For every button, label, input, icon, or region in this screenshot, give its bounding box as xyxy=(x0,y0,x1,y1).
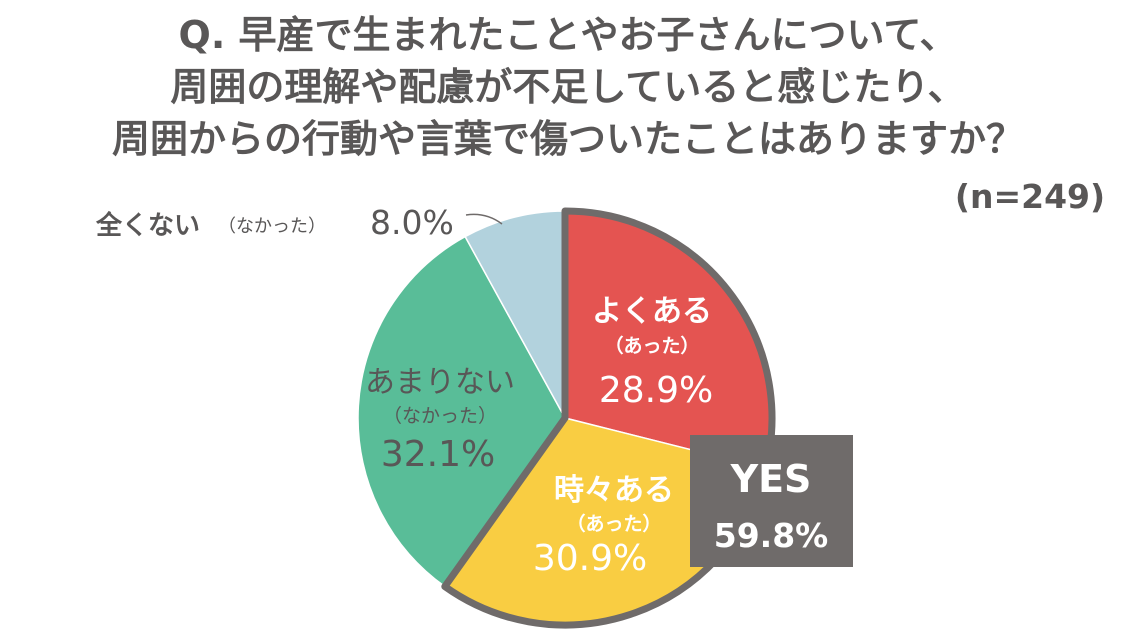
slice-label-never: 全くない （なかった） 8.0% xyxy=(95,203,503,242)
sample-size-label: (n=249) xyxy=(954,177,1106,216)
slice-label-rarely: あまりない （なかった） 32.1% xyxy=(365,365,515,475)
chart-title-line-1: Q. 早産で生まれたことやお子さんについて、 xyxy=(178,13,958,57)
slice-label-often-sub: （あった） xyxy=(604,334,699,357)
slice-label-often-value: 28.9% xyxy=(599,370,713,411)
slice-label-never-value: 8.0% xyxy=(370,203,454,242)
slice-label-rarely-name: あまりない xyxy=(365,365,515,400)
leader-line-never xyxy=(465,213,503,225)
slice-label-sometimes-name: 時々ある xyxy=(554,473,674,508)
chart-title-line-3: 周囲からの行動や言葉で傷ついたことはありますか？ xyxy=(111,117,1024,161)
yes-box-value: 59.8% xyxy=(714,516,829,555)
yes-box: YES 59.8% xyxy=(690,435,853,567)
yes-box-label: YES xyxy=(730,457,812,501)
slice-label-rarely-value: 32.1% xyxy=(381,434,495,475)
slice-label-often-name: よくある xyxy=(592,294,712,329)
slice-label-never-name: 全くない xyxy=(95,210,200,241)
slice-label-often: よくある （あった） 28.9% xyxy=(592,294,713,411)
yes-box-background xyxy=(690,435,853,567)
slice-label-rarely-sub: （なかった） xyxy=(383,405,497,427)
chart-title-line-2: 周囲の理解や配慮が不足していると感じたり、 xyxy=(170,65,966,109)
slice-label-sometimes-sub: （あった） xyxy=(566,512,661,535)
slice-label-sometimes-value: 30.9% xyxy=(533,538,647,579)
slice-label-never-sub: （なかった） xyxy=(218,216,326,237)
pie-slices xyxy=(357,210,773,626)
slice-label-sometimes: 時々ある （あった） 30.9% xyxy=(533,473,674,579)
